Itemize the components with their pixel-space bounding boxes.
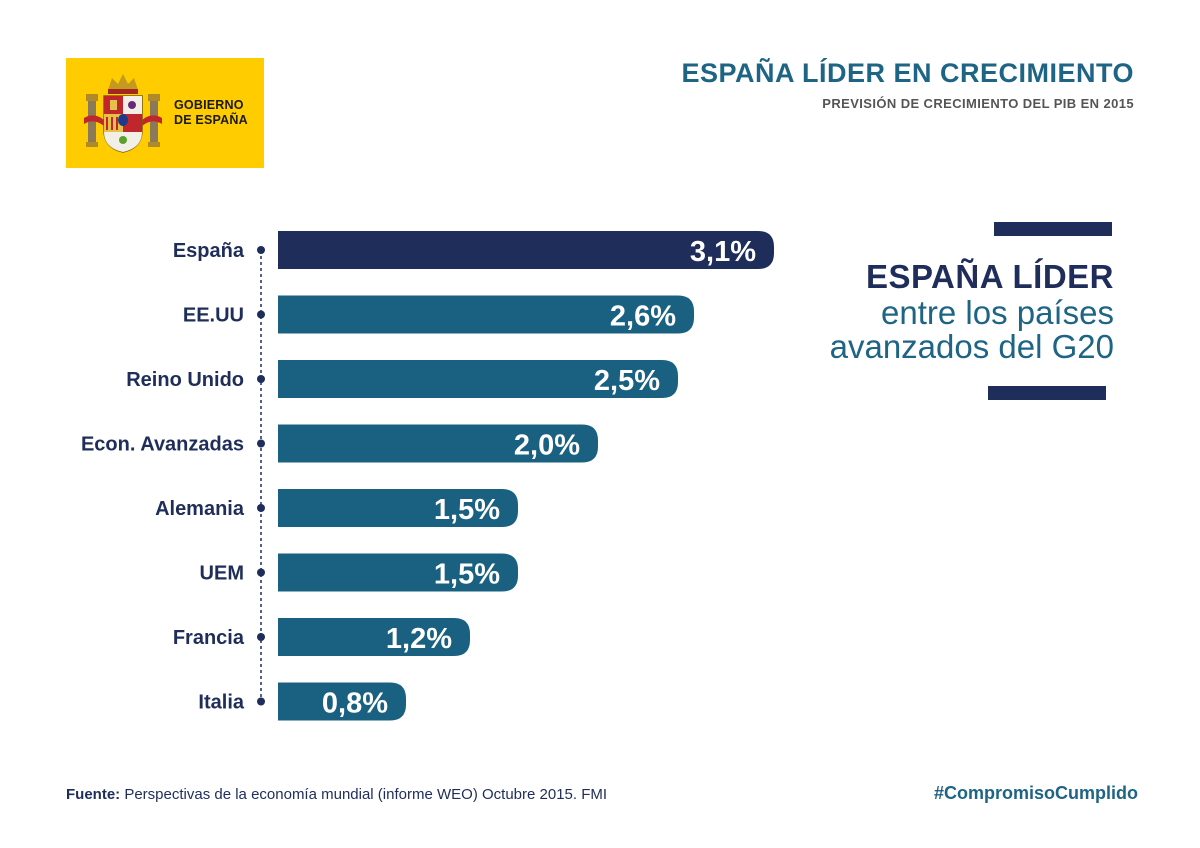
category-label-4: Econ. Avanzadas [81, 434, 244, 456]
bar-value-label-6: 1,5% [434, 559, 500, 591]
highlight-top-rule [994, 222, 1112, 236]
highlight-bottom-rule [988, 386, 1106, 400]
category-label-6: UEM [200, 563, 244, 585]
category-label-2: EE.UU [183, 305, 244, 327]
page-subtitle: PREVISIÓN DE CRECIMIENTO DEL PIB EN 2015 [822, 96, 1134, 111]
bar-value-label-1: 3,1% [690, 236, 756, 268]
bar-7 [278, 618, 470, 656]
highlight-line-2: entre los países [881, 294, 1114, 331]
logo-line-2: DE ESPAÑA [174, 113, 248, 127]
bar-value-label-4: 2,0% [514, 430, 580, 462]
coat-of-arms-icon [84, 74, 162, 153]
source-label: Fuente: [66, 786, 121, 803]
bar-value-label-5: 1,5% [434, 494, 500, 526]
bar-value-label-7: 1,2% [386, 623, 452, 655]
bar-value-label-8: 0,8% [322, 688, 388, 720]
category-label-3: Reino Unido [126, 369, 244, 391]
bar-5 [278, 489, 518, 527]
source-note: Fuente: Perspectivas de la economía mund… [66, 786, 607, 803]
axis-dot-1 [257, 246, 265, 254]
bar-8 [278, 682, 406, 721]
bar-value-label-2: 2,6% [610, 301, 676, 333]
highlight-line-3: avanzados del G20 [829, 328, 1114, 365]
page-title: ESPAÑA LÍDER EN CRECIMIENTO [681, 58, 1134, 88]
axis-dot-6 [257, 568, 265, 577]
logo-text: GOBIERNO DE ESPAÑA [174, 98, 248, 128]
logo-line-1: GOBIERNO [174, 98, 244, 112]
bar-6 [278, 553, 518, 592]
bar-2 [278, 295, 694, 334]
axis-dot-5 [257, 504, 265, 512]
axis-dot-7 [257, 633, 265, 641]
category-label-5: Alemania [155, 498, 245, 520]
category-label-8: Italia [198, 692, 244, 714]
highlight-line-1: ESPAÑA LÍDER [865, 258, 1114, 295]
gobierno-logo: GOBIERNO DE ESPAÑA [66, 58, 264, 168]
axis-dot-3 [257, 375, 265, 383]
bar-1 [278, 231, 774, 269]
source-text: Perspectivas de la economía mundial (inf… [120, 786, 608, 803]
bar-value-label-3: 2,5% [594, 365, 660, 397]
category-label-1: España [173, 240, 245, 262]
axis-dot-8 [257, 697, 265, 706]
category-label-7: Francia [173, 627, 245, 649]
axis-dot-2 [257, 310, 265, 319]
highlight-callout: ESPAÑA LÍDER entre los países avanzados … [830, 258, 1114, 364]
bar-3 [278, 360, 678, 398]
axis-dot-4 [257, 439, 265, 448]
hashtag: #CompromisoCumplido [933, 783, 1138, 803]
bar-4 [278, 424, 598, 463]
